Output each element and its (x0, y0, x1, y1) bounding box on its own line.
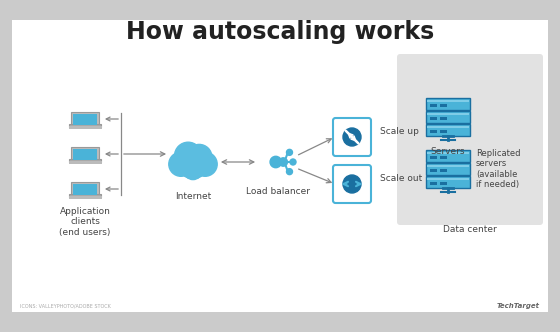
Bar (427, 178, 469, 180)
Bar (430, 104, 437, 107)
FancyBboxPatch shape (71, 112, 99, 126)
Text: ICONS: VALLEYPHOTO/ADOBE STOCK: ICONS: VALLEYPHOTO/ADOBE STOCK (20, 304, 111, 309)
Text: Servers: Servers (431, 147, 465, 156)
Text: Load balancer: Load balancer (246, 187, 310, 196)
Bar (430, 156, 437, 159)
Bar (69, 124, 101, 127)
Text: Internet: Internet (175, 192, 211, 201)
Circle shape (287, 149, 292, 155)
Bar (440, 130, 447, 133)
Bar (430, 182, 437, 185)
Bar (68, 126, 101, 128)
Text: TechTarget: TechTarget (497, 303, 540, 309)
FancyBboxPatch shape (426, 150, 470, 162)
FancyBboxPatch shape (73, 184, 97, 195)
Circle shape (184, 161, 202, 180)
Bar (440, 104, 447, 107)
FancyBboxPatch shape (73, 149, 97, 159)
Circle shape (169, 152, 193, 176)
FancyBboxPatch shape (333, 118, 371, 156)
Text: Replicated
servers
(available
if needed): Replicated servers (available if needed) (476, 149, 520, 189)
Circle shape (279, 158, 287, 166)
FancyBboxPatch shape (426, 163, 470, 175)
Text: Data center: Data center (443, 225, 497, 234)
Circle shape (175, 142, 202, 169)
Circle shape (270, 156, 282, 168)
Circle shape (186, 144, 212, 170)
Text: Scale out: Scale out (380, 174, 422, 183)
Bar (427, 164, 469, 167)
Bar (427, 125, 469, 128)
Bar (68, 161, 101, 164)
Bar (430, 130, 437, 133)
Text: Scale up: Scale up (380, 126, 419, 135)
Text: How autoscaling works: How autoscaling works (126, 20, 434, 44)
Bar (440, 182, 447, 185)
FancyBboxPatch shape (71, 147, 99, 161)
Bar (427, 113, 469, 115)
Bar (440, 117, 447, 120)
FancyBboxPatch shape (73, 114, 97, 124)
Circle shape (290, 159, 296, 165)
Text: Application
clients
(end users): Application clients (end users) (59, 207, 111, 237)
Bar (430, 117, 437, 120)
FancyBboxPatch shape (333, 165, 371, 203)
Circle shape (343, 128, 361, 146)
Bar (427, 151, 469, 154)
Bar (69, 159, 101, 162)
Circle shape (287, 169, 292, 175)
FancyBboxPatch shape (397, 54, 543, 225)
FancyBboxPatch shape (426, 124, 470, 136)
Circle shape (193, 152, 217, 176)
Bar (427, 100, 469, 102)
FancyBboxPatch shape (426, 98, 470, 110)
Bar (440, 169, 447, 172)
Bar (69, 194, 101, 197)
FancyBboxPatch shape (12, 20, 548, 312)
Circle shape (176, 145, 209, 179)
Bar (440, 156, 447, 159)
Circle shape (343, 175, 361, 193)
FancyBboxPatch shape (426, 176, 470, 188)
FancyBboxPatch shape (426, 111, 470, 123)
FancyBboxPatch shape (71, 182, 99, 197)
Bar (68, 197, 101, 199)
Bar (430, 169, 437, 172)
